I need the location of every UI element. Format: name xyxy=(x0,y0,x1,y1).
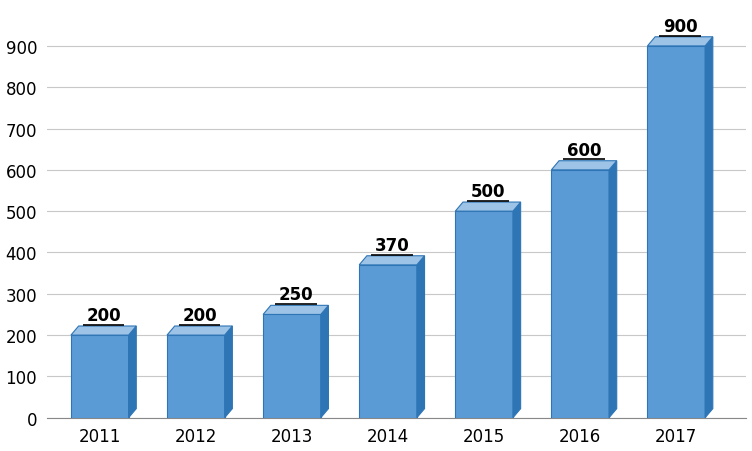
Text: 900: 900 xyxy=(663,18,697,36)
Polygon shape xyxy=(417,256,425,418)
Polygon shape xyxy=(167,336,225,418)
Text: 500: 500 xyxy=(471,183,505,201)
Polygon shape xyxy=(71,336,129,418)
Polygon shape xyxy=(647,38,713,47)
Polygon shape xyxy=(263,306,329,315)
Polygon shape xyxy=(321,306,329,418)
Text: 250: 250 xyxy=(278,285,313,304)
Polygon shape xyxy=(263,315,321,418)
Polygon shape xyxy=(71,326,136,336)
Text: 370: 370 xyxy=(374,236,409,254)
Text: 200: 200 xyxy=(86,306,121,324)
Text: 200: 200 xyxy=(183,306,217,324)
Polygon shape xyxy=(225,326,232,418)
Polygon shape xyxy=(647,47,705,418)
Polygon shape xyxy=(551,170,609,418)
Text: 600: 600 xyxy=(567,141,602,159)
Polygon shape xyxy=(359,265,417,418)
Polygon shape xyxy=(513,202,520,418)
Polygon shape xyxy=(551,161,617,170)
Polygon shape xyxy=(705,38,713,418)
Polygon shape xyxy=(455,212,513,418)
Polygon shape xyxy=(167,326,232,336)
Polygon shape xyxy=(455,202,520,212)
Polygon shape xyxy=(359,256,425,265)
Polygon shape xyxy=(609,161,617,418)
Polygon shape xyxy=(129,326,136,418)
